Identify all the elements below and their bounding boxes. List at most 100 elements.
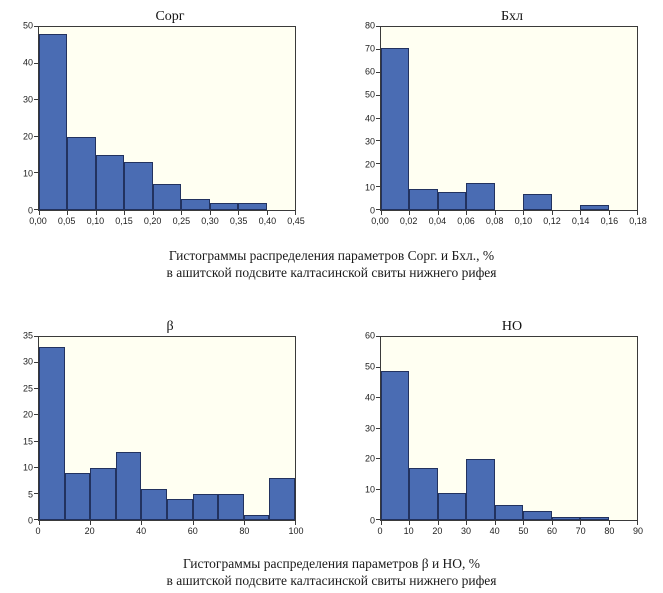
caption-bottom: Гистограммы распределения параметров β и… bbox=[0, 555, 663, 589]
histogram-bar bbox=[494, 504, 524, 520]
y-tick-mark bbox=[34, 62, 38, 64]
y-tick-label: 25 bbox=[22, 383, 33, 394]
x-tick-mark bbox=[437, 211, 439, 215]
x-tick-mark bbox=[381, 521, 382, 525]
x-tick-label: 0,10 bbox=[514, 216, 533, 226]
x-tick-label: 0,20 bbox=[143, 216, 162, 226]
x-tick-mark bbox=[409, 521, 411, 525]
histogram-bar bbox=[381, 47, 410, 210]
x-tick-label: 0,08 bbox=[485, 216, 504, 226]
histogram-bar bbox=[218, 493, 244, 520]
y-tick-mark bbox=[34, 466, 38, 468]
y-tick-mark bbox=[34, 388, 38, 390]
x-tick-label: 80 bbox=[239, 526, 250, 536]
histogram-bar bbox=[238, 202, 267, 210]
x-tick-label: 0,06 bbox=[457, 216, 475, 226]
x-tick-label: 0,04 bbox=[428, 216, 447, 226]
x-tick-mark bbox=[381, 211, 382, 215]
x-tick-label: 80 bbox=[604, 526, 615, 536]
x-tick-mark bbox=[466, 521, 468, 525]
x-tick-mark bbox=[192, 521, 194, 525]
x-axis: 0,00 0,05 0,10 0,15 0,20 0,25 0,30 0,35 0,40 0,45 bbox=[29, 213, 305, 228]
y-tick-mark bbox=[376, 397, 380, 398]
chart-title-corg: Сорг bbox=[155, 9, 185, 24]
y-tick-mark bbox=[34, 209, 38, 210]
y-tick-mark bbox=[376, 519, 380, 520]
y-axis: 0 10 20 30 40 50 60 70 80 bbox=[352, 21, 380, 215]
histogram-bar bbox=[409, 189, 438, 210]
x-tick-mark bbox=[580, 211, 582, 215]
y-tick-mark bbox=[34, 414, 38, 416]
x-tick-label: 0,15 bbox=[115, 216, 133, 226]
y-tick-label: 0 bbox=[27, 205, 33, 216]
y-tick-label: 60 bbox=[364, 330, 375, 341]
caption-bottom-line1: Гистограммы распределения параметров β и… bbox=[182, 556, 481, 571]
x-tick-mark bbox=[580, 521, 582, 525]
x-tick-mark bbox=[608, 521, 610, 525]
x-tick-label: 60 bbox=[546, 526, 558, 536]
histogram-bar bbox=[437, 191, 467, 210]
x-tick-label: 0,10 bbox=[86, 216, 105, 226]
x-tick-label: 0,40 bbox=[258, 216, 277, 226]
y-tick-label: 10 bbox=[364, 484, 375, 495]
y-tick-mark bbox=[376, 71, 380, 73]
y-tick-label: 5 bbox=[27, 489, 33, 500]
x-axis: 0 10 20 30 40 50 60 70 80 90 bbox=[377, 523, 643, 538]
caption-top-line1: Гистограммы распределения параметров Сор… bbox=[168, 248, 495, 263]
x-tick-label: 0,45 bbox=[287, 216, 305, 226]
histogram-bar bbox=[209, 202, 239, 210]
x-tick-label: 0,18 bbox=[629, 216, 647, 226]
histogram-bar bbox=[551, 516, 581, 520]
y-tick-label: 40 bbox=[364, 113, 375, 123]
histogram-bar bbox=[523, 510, 552, 520]
chart-title-no: НО bbox=[501, 319, 523, 334]
x-tick-mark bbox=[95, 211, 97, 215]
x-tick-mark bbox=[551, 521, 553, 525]
histogram-bar bbox=[167, 499, 193, 520]
histogram-bar bbox=[67, 136, 96, 210]
plot-area bbox=[34, 336, 296, 525]
x-tick-mark bbox=[409, 211, 411, 215]
y-tick-label: 10 bbox=[364, 182, 375, 193]
histogram-bar bbox=[181, 199, 210, 210]
plot-area bbox=[376, 26, 638, 215]
histogram-bar bbox=[523, 194, 552, 210]
y-tick-mark bbox=[376, 26, 380, 27]
x-tick-mark bbox=[637, 521, 638, 525]
histogram-bar bbox=[269, 478, 295, 520]
caption-top-line2: в ашитской подсвите калтасинской свиты н… bbox=[166, 265, 497, 280]
y-tick-mark bbox=[34, 519, 38, 520]
x-tick-label: 0,25 bbox=[172, 216, 191, 226]
x-tick-label: 0,12 bbox=[543, 216, 561, 226]
y-tick-mark bbox=[34, 336, 38, 337]
histogram-bar bbox=[580, 516, 609, 520]
y-tick-mark bbox=[376, 427, 380, 429]
y-tick-mark bbox=[34, 26, 38, 27]
y-tick-label: 50 bbox=[22, 20, 33, 31]
x-tick-mark bbox=[209, 211, 211, 215]
histogram-bar bbox=[64, 472, 91, 520]
y-tick-label: 40 bbox=[364, 392, 375, 403]
x-tick-mark bbox=[243, 521, 245, 525]
x-tick-label: 0,16 bbox=[600, 216, 619, 226]
plot-area bbox=[376, 336, 638, 525]
histogram-bar bbox=[115, 452, 142, 520]
x-tick-mark bbox=[466, 211, 468, 215]
chart-body: 0 10 20 30 40 50 0,00 0,05 0,10 0,15 0,20 0,25 0,30… bbox=[10, 21, 305, 228]
histogram-no: НО 0 10 20 30 40 50 60 0 10 20 30 40 50 60 70 80 90 bbox=[352, 318, 644, 540]
x-axis: 0 20 40 60 80 100 bbox=[35, 523, 303, 538]
y-tick-label: 30 bbox=[22, 94, 33, 105]
histogram-bar bbox=[466, 182, 495, 210]
histogram-bar bbox=[39, 34, 68, 210]
histogram-bar bbox=[124, 162, 153, 210]
x-tick-label: 40 bbox=[489, 526, 500, 536]
histogram-bar bbox=[580, 205, 609, 210]
x-tick-mark bbox=[295, 211, 296, 215]
histogram-bar bbox=[243, 514, 270, 520]
y-axis: 0 10 20 30 40 50 bbox=[10, 21, 38, 215]
x-axis: 0,00 0,02 0,04 0,06 0,08 0,10 0,12 0,14 0,16 0,18 bbox=[371, 213, 647, 228]
x-tick-mark bbox=[39, 211, 40, 215]
x-tick-mark bbox=[124, 211, 126, 215]
y-tick-label: 0 bbox=[369, 205, 375, 216]
histogram-bar bbox=[409, 468, 438, 520]
